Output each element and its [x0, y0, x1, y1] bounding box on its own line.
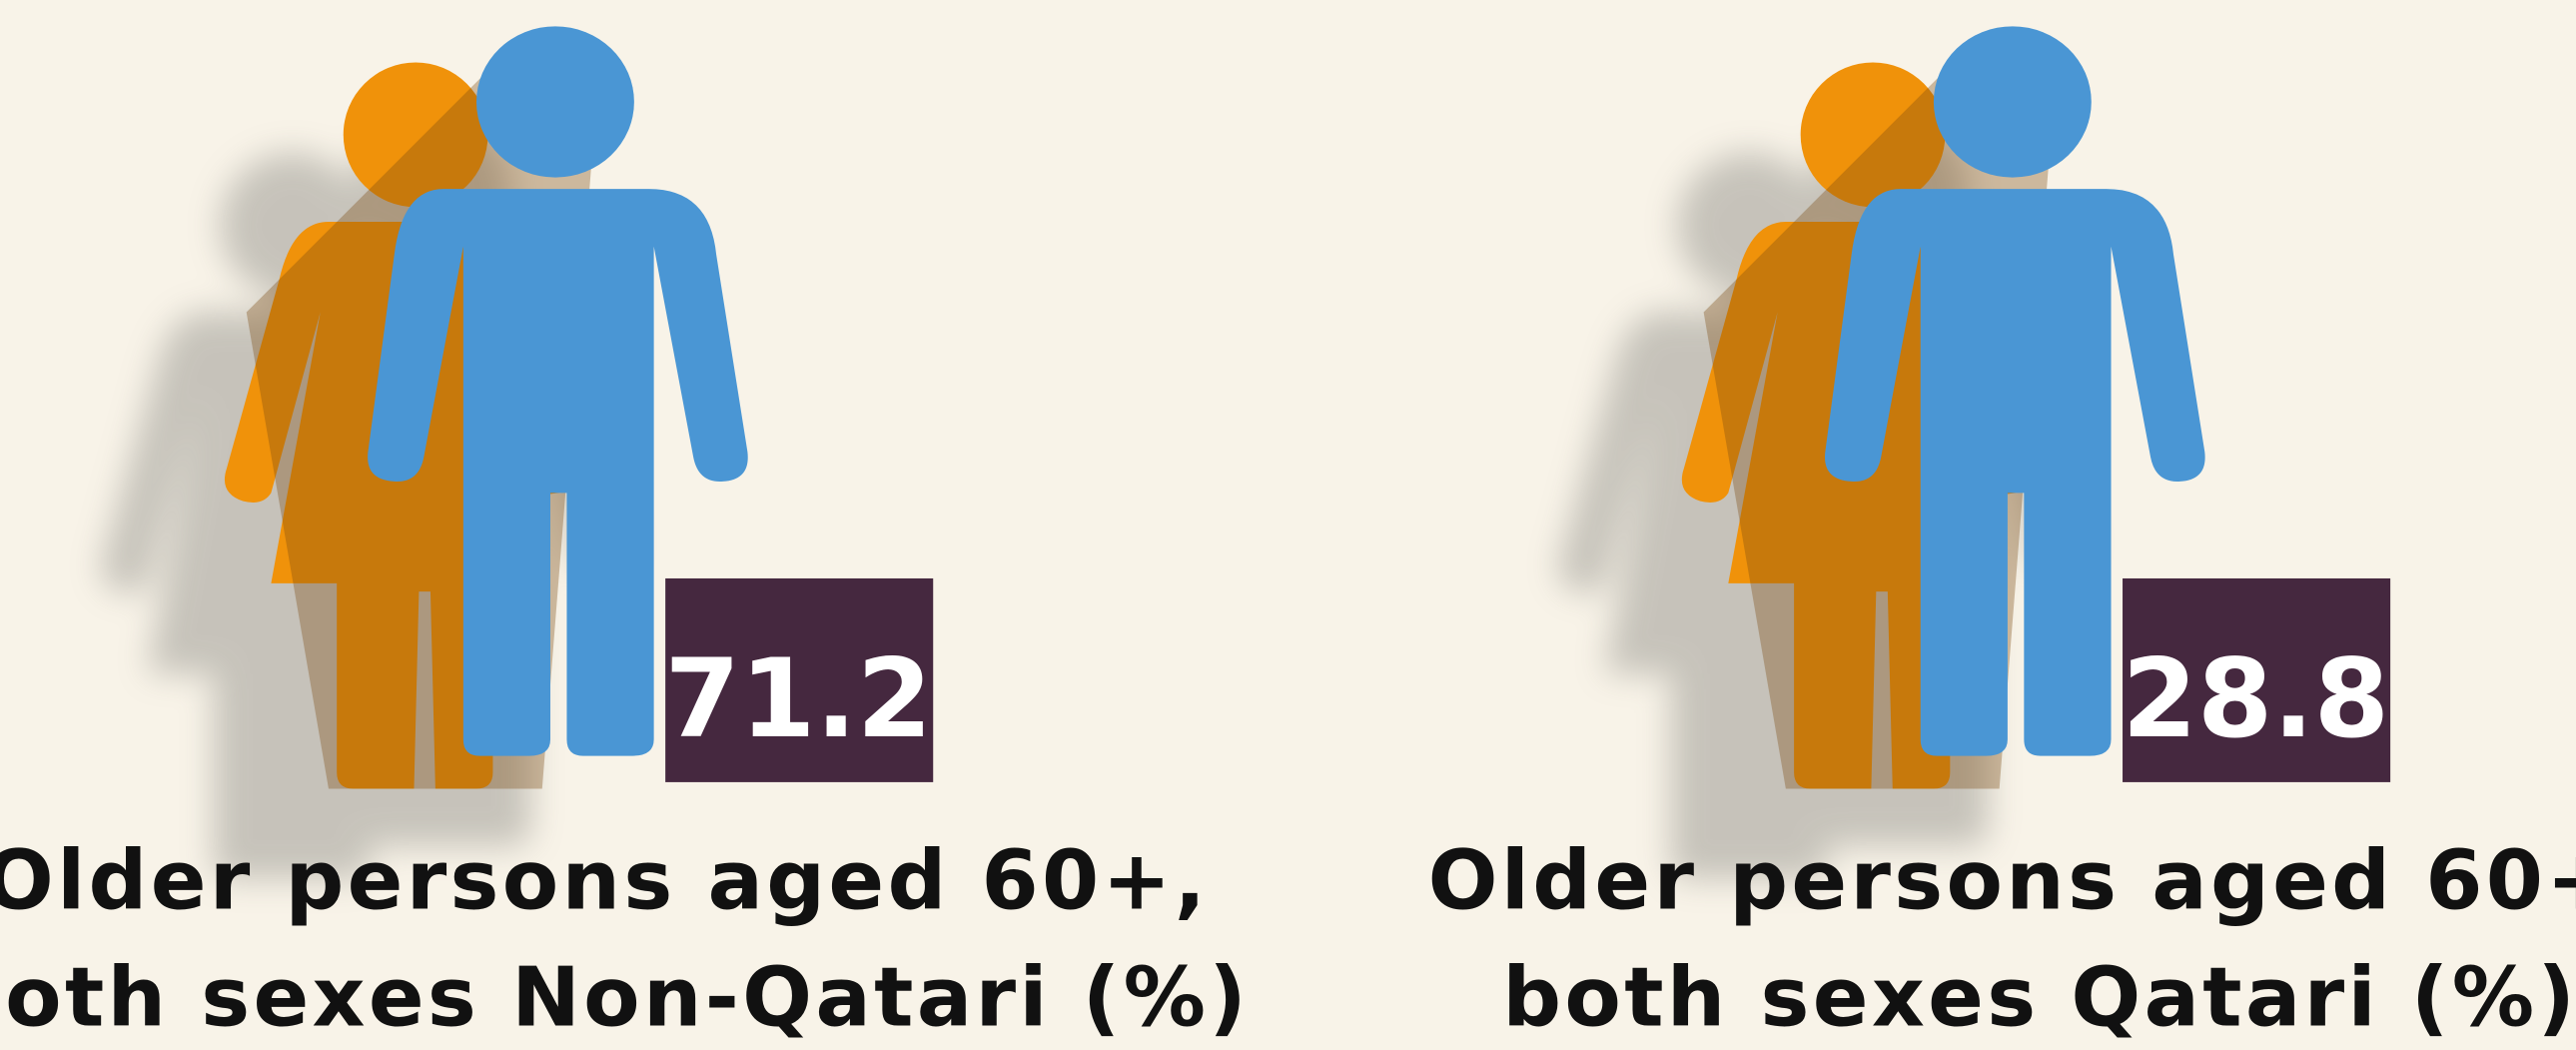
people-icon [102, 26, 748, 879]
panel: 71.2 Older persons aged 60+, both sexes … [0, 26, 1250, 1045]
value: 71.2 [664, 635, 932, 762]
label-line: Older persons aged 60+, [1428, 834, 2576, 929]
people-icon [1558, 26, 2204, 879]
panel: 28.8 Older persons aged 60+, both sexes … [1428, 26, 2576, 1045]
value: 28.8 [2122, 635, 2389, 762]
label-line: both sexes Non-Qatari (%) [0, 950, 1250, 1045]
label-line: both sexes Qatari (%) [1502, 950, 2576, 1045]
value-box [665, 577, 934, 782]
label-line: Older persons aged 60+, [0, 834, 1209, 929]
value-box [2123, 577, 2391, 782]
